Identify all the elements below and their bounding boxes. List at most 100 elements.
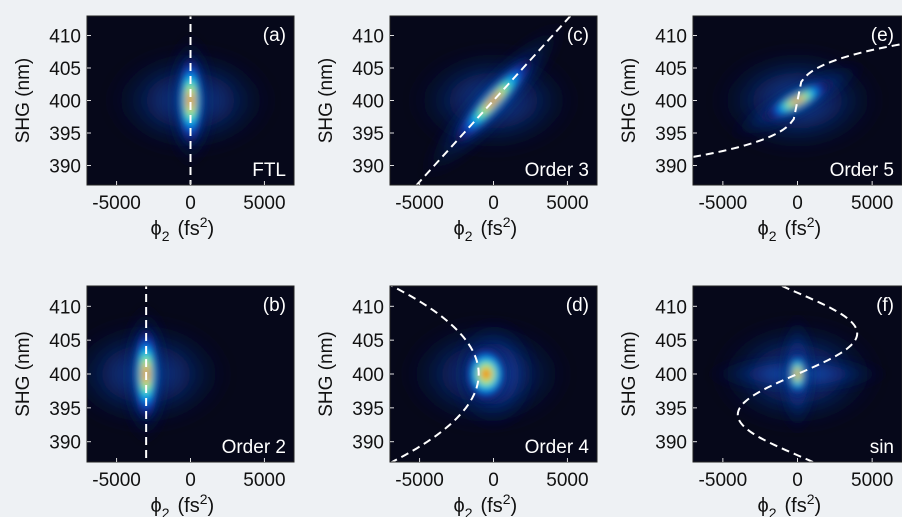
x-axis-unit-power: 2 [200, 214, 208, 230]
y-tick-label: 405 [655, 59, 687, 80]
x-tick-label: -5000 [699, 470, 748, 491]
y-tick-label: 410 [49, 27, 81, 48]
x-tick-label: 0 [792, 470, 803, 491]
panel-corner-label: FTL [252, 160, 286, 181]
x-axis-unit: (fs [481, 495, 503, 517]
x-axis-symbol: ϕ [758, 495, 769, 517]
x-axis-subscript: 2 [465, 228, 473, 244]
x-axis-symbol: ϕ [758, 218, 769, 240]
heatmap-area [693, 43, 902, 158]
x-axis-unit-close: ) [208, 495, 215, 517]
x-tick-label: 0 [185, 193, 196, 214]
x-axis-unit-power: 2 [200, 491, 208, 507]
x-axis-unit-close: ) [208, 218, 215, 240]
panel-corner-label: Order 5 [830, 160, 894, 181]
x-tick-label: 5000 [546, 193, 588, 214]
y-axis-label: SHG (nm) [619, 331, 640, 417]
y-tick-label: 400 [49, 92, 81, 113]
y-tick-label: 410 [352, 27, 384, 48]
x-tick-label: -5000 [395, 193, 444, 214]
y-tick-label: 405 [49, 331, 81, 352]
x-axis-symbol: ϕ [151, 495, 162, 517]
y-axis-label: SHG (nm) [316, 58, 337, 144]
y-tick-label: 395 [655, 399, 687, 420]
x-axis-unit-power: 2 [503, 214, 511, 230]
panel-label: (a) [263, 25, 286, 46]
y-tick-label: 400 [49, 365, 81, 386]
x-axis-unit-power: 2 [807, 214, 815, 230]
y-tick-label: 390 [352, 433, 384, 454]
x-axis-unit: (fs [178, 218, 200, 240]
y-tick-label: 390 [655, 157, 687, 178]
panel-corner-label: Order 3 [525, 160, 589, 181]
y-tick-label: 390 [352, 157, 384, 178]
signal-peak [726, 58, 869, 143]
panel-corner-label: Order 2 [222, 437, 286, 458]
x-tick-label: 5000 [546, 470, 588, 491]
x-axis-unit: (fs [785, 495, 807, 517]
y-tick-label: 410 [655, 27, 687, 48]
y-tick-label: 390 [49, 157, 81, 178]
x-axis-unit-power: 2 [503, 491, 511, 507]
heatmap-area [103, 16, 278, 185]
x-axis-symbol: ϕ [454, 495, 465, 517]
x-axis-subscript: 2 [769, 228, 777, 244]
x-tick-label: 0 [792, 193, 803, 214]
heatmap-area [406, 16, 581, 185]
panel-label: (c) [567, 25, 589, 46]
x-axis-symbol: ϕ [151, 218, 162, 240]
x-axis-unit: (fs [178, 495, 200, 517]
panel-label: (f) [876, 295, 894, 316]
heatmap-area [87, 286, 234, 462]
x-axis-subscript: 2 [162, 505, 170, 517]
x-axis-label: ϕ2 (fs2) [454, 214, 518, 244]
x-tick-label: 0 [185, 470, 196, 491]
signal-peak [787, 352, 808, 396]
y-tick-label: 395 [49, 124, 81, 145]
y-tick-label: 410 [49, 297, 81, 318]
panel-label: (b) [263, 295, 286, 316]
y-tick-label: 395 [49, 399, 81, 420]
x-tick-label: 0 [488, 470, 499, 491]
y-tick-label: 395 [655, 124, 687, 145]
y-axis-label: SHG (nm) [316, 331, 337, 417]
panel-label: (e) [871, 25, 894, 46]
x-axis-label: ϕ2 (fs2) [151, 491, 215, 517]
retrieved-phase-trace [736, 286, 859, 462]
x-axis-unit: (fs [481, 218, 503, 240]
x-tick-label: 5000 [243, 470, 285, 491]
x-axis-label: ϕ2 (fs2) [151, 214, 215, 244]
panel-corner-label: sin [870, 437, 894, 458]
x-axis-label: ϕ2 (fs2) [454, 491, 518, 517]
retrieved-phase-trace [693, 43, 902, 158]
signal-peak [177, 54, 204, 147]
y-axis-label: SHG (nm) [13, 58, 34, 144]
x-axis-unit-close: ) [511, 218, 518, 240]
y-axis-label: SHG (nm) [619, 58, 640, 144]
y-tick-label: 405 [352, 59, 384, 80]
y-tick-label: 400 [352, 92, 384, 113]
y-tick-label: 390 [49, 433, 81, 454]
y-tick-label: 405 [655, 331, 687, 352]
x-tick-label: 5000 [851, 470, 893, 491]
y-tick-label: 405 [352, 331, 384, 352]
panel-corner-label: Order 4 [525, 437, 590, 458]
heatmap-area [390, 286, 574, 462]
x-axis-unit-power: 2 [807, 491, 815, 507]
y-axis-label: SHG (nm) [13, 331, 34, 417]
x-axis-subscript: 2 [162, 228, 170, 244]
y-tick-label: 400 [352, 365, 384, 386]
x-tick-label: 0 [488, 193, 499, 214]
x-axis-label: ϕ2 (fs2) [758, 214, 822, 244]
x-axis-unit: (fs [785, 218, 807, 240]
heatmap-area [701, 286, 894, 462]
x-tick-label: -5000 [92, 193, 141, 214]
panel-label: (d) [566, 295, 589, 316]
y-tick-label: 395 [352, 399, 384, 420]
